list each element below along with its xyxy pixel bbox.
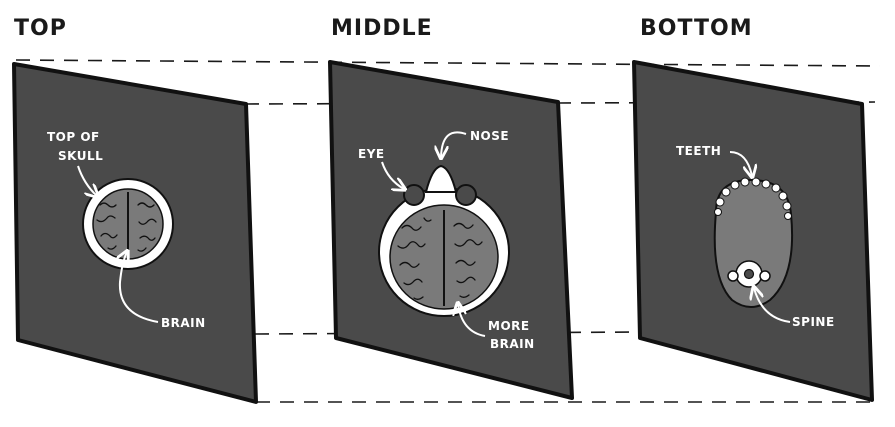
arrow-top-of-skull <box>77 165 97 196</box>
label-brain: BRAIN <box>161 316 206 330</box>
bottom-spine <box>727 260 771 288</box>
top-brain-folds <box>96 202 157 252</box>
middle-nose <box>424 164 458 193</box>
slice-bottom: TEETH SPINE <box>632 60 874 402</box>
arrow-spine <box>754 288 791 323</box>
middle-eye-right <box>455 184 477 206</box>
guide-line-top-back <box>15 59 881 67</box>
label-more-brain-2: BRAIN <box>490 337 535 351</box>
label-eye: EYE <box>358 147 385 161</box>
heading-middle: MIDDLE <box>331 16 433 41</box>
middle-eye-left <box>403 184 425 206</box>
arrow-brain <box>120 252 159 323</box>
arrow-nose <box>441 131 467 157</box>
label-top-of-skull-2: SKULL <box>58 149 103 163</box>
heading-top: TOP <box>14 16 67 41</box>
slice-middle: EYE NOSE MORE BRAIN <box>328 60 574 400</box>
label-spine: SPINE <box>792 315 835 329</box>
label-nose: NOSE <box>470 129 509 143</box>
label-teeth: TEETH <box>676 144 721 158</box>
slice-top: TOP OF SKULL BRAIN <box>12 62 258 404</box>
label-top-of-skull-1: TOP OF <box>47 130 100 144</box>
arrow-teeth <box>729 151 752 176</box>
heading-bottom: BOTTOM <box>640 16 753 41</box>
label-more-brain-1: MORE <box>488 319 530 333</box>
middle-brain-folds <box>397 217 483 300</box>
arrow-more-brain <box>458 304 486 337</box>
arrow-eye <box>381 161 404 189</box>
